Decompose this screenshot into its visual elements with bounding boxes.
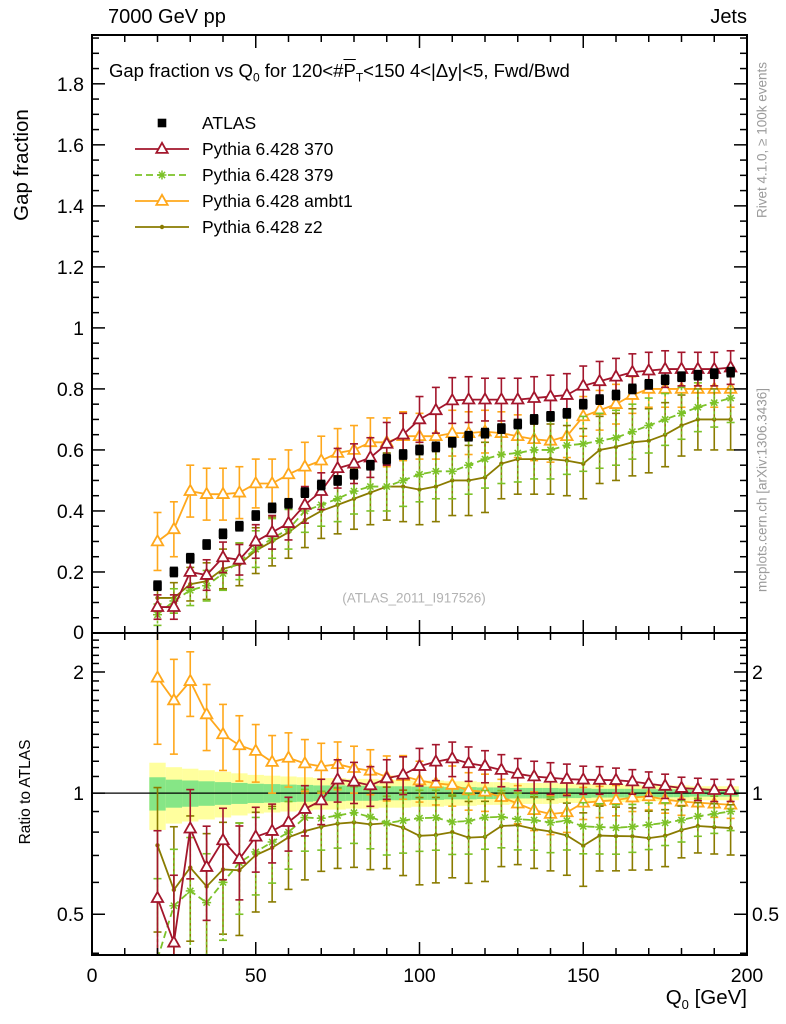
- svg-text:1.4: 1.4: [57, 196, 84, 218]
- svg-text:0.8: 0.8: [57, 379, 84, 401]
- svg-text:0: 0: [87, 965, 98, 987]
- series-pythia-6-428-379: [153, 372, 736, 627]
- ratio-y-axis-title: Ratio to ATLAS: [17, 739, 34, 845]
- svg-text:100: 100: [403, 965, 436, 987]
- analysis-id-watermark: (ATLAS_2011_I917526): [342, 590, 486, 606]
- plot-title-subT: T: [355, 70, 364, 85]
- plot-title-tail: <150 4<|Δy|<5, Fwd/Bwd: [363, 60, 570, 81]
- legend-label: Pythia 6.428 379: [202, 164, 334, 185]
- legend-item-pythia-379: Pythia 6.428 379: [132, 162, 353, 188]
- svg-text:1.8: 1.8: [57, 74, 84, 96]
- x-axis-title-sub: 0: [681, 997, 689, 1013]
- ratio-series-pythia-6-428-z2: [153, 785, 735, 955]
- plot-title-pbar: P: [343, 60, 356, 81]
- svg-text:50: 50: [245, 965, 267, 987]
- svg-text:1: 1: [73, 318, 84, 340]
- ratio-series-pythia-6-428-379: [153, 785, 736, 955]
- legend-label: Pythia 6.428 370: [202, 138, 334, 159]
- plot-title-mid: for 120<#: [259, 60, 344, 81]
- legend-marker-pythia-379: [135, 170, 189, 180]
- x-axis-title-q: Q: [665, 986, 682, 1009]
- legend-marker-pythia-z2: [135, 224, 189, 230]
- svg-text:2: 2: [752, 662, 763, 684]
- svg-text:0: 0: [73, 622, 84, 644]
- x-axis-title-unit: [GeV]: [688, 986, 747, 1009]
- ratio-series-pythia-6-428-370: [150, 741, 738, 955]
- legend-item-pythia-370: Pythia 6.428 370: [132, 136, 353, 162]
- main-y-axis-title: Gap fraction: [10, 109, 33, 221]
- svg-text:0.6: 0.6: [57, 440, 84, 462]
- legend-marker-atlas: [157, 118, 167, 128]
- plot-title-text: Gap fraction vs Q: [109, 60, 253, 81]
- svg-text:0.4: 0.4: [57, 501, 84, 523]
- legend-item-atlas: ATLAS: [132, 110, 353, 136]
- series-atlas: [153, 366, 735, 592]
- rivet-version-note: Rivet 4.1.0, ≥ 100k events: [754, 62, 770, 218]
- svg-text:200: 200: [731, 965, 764, 987]
- legend-marker-pythia-370: [135, 140, 189, 154]
- svg-text:1: 1: [752, 783, 763, 805]
- legend-marker-pythia-ambt1: [135, 192, 189, 206]
- svg-text:0.2: 0.2: [57, 562, 84, 584]
- mcplots-reference-note: mcplots.cern.ch [arXiv:1306.3436]: [754, 387, 770, 593]
- legend-item-pythia-z2: Pythia 6.428 z2: [132, 214, 353, 240]
- svg-text:1: 1: [73, 783, 84, 805]
- x-axis-title: Q0 [GeV]: [666, 986, 747, 1012]
- header-analysis-label: Jets: [710, 6, 747, 28]
- svg-text:1.6: 1.6: [57, 135, 84, 157]
- legend-item-pythia-ambt1: Pythia 6.428 ambt1: [132, 188, 353, 214]
- svg-text:0.5: 0.5: [752, 904, 779, 926]
- legend-label: Pythia 6.428 ambt1: [202, 190, 353, 211]
- legend-label: ATLAS: [202, 112, 257, 133]
- legend-label: Pythia 6.428 z2: [202, 216, 323, 237]
- legend: ATLAS Pythia 6.428 370 Pythia 6.428 379 …: [132, 110, 353, 240]
- svg-text:1.2: 1.2: [57, 257, 84, 279]
- header-beam-label: 7000 GeV pp: [108, 6, 226, 28]
- svg-text:150: 150: [567, 965, 600, 987]
- plot-title: Gap fraction vs Q0 for 120<#PT<150 4<|Δy…: [109, 60, 570, 85]
- plot-title-sub0: 0: [252, 70, 260, 85]
- svg-text:0.5: 0.5: [57, 904, 84, 926]
- svg-text:2: 2: [73, 662, 84, 684]
- axis-tick-labels: 0.2 0.4 0.6 0.8 1 1.2 1.4 1.6 1.8 0 0.5 0.5 1 1 2 2 0 50 1…: [57, 74, 779, 987]
- axis-ticks: [92, 35, 747, 955]
